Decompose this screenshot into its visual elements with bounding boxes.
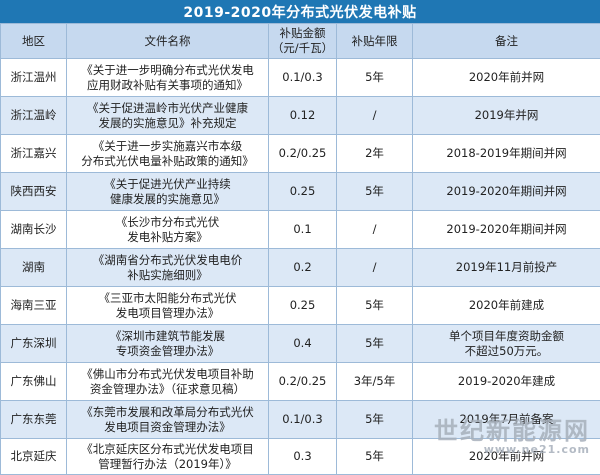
subsidy-table: 地区 文件名称 补贴金额 （元/千瓦） 补贴年限 备注 浙江温州《关于进一步明确…: [0, 23, 600, 475]
cell-amount: 0.2/0.25: [269, 363, 337, 401]
cell-years: 5年: [337, 401, 413, 439]
cell-note: 2019年7月前备案: [413, 401, 600, 439]
cell-file: 《关于促进光伏产业持续 健康发展的实施意见》: [67, 173, 269, 211]
header-amount: 补贴金额 （元/千瓦）: [269, 24, 337, 59]
cell-region: 广东深圳: [1, 325, 67, 363]
cell-amount: 0.1/0.3: [269, 59, 337, 97]
cell-amount: 0.3: [269, 439, 337, 475]
cell-amount: 0.2/0.25: [269, 135, 337, 173]
cell-years: 5年: [337, 325, 413, 363]
cell-note: 单个项目年度资助金额 不超过50万元。: [413, 325, 600, 363]
cell-file: 《关于进一步实施嘉兴市本级 分布式光伏电量补贴政策的通知》: [67, 135, 269, 173]
cell-years: 2年: [337, 135, 413, 173]
cell-file: 《三亚市太阳能分布式光伏 发电项目管理办法》: [67, 287, 269, 325]
cell-years: /: [337, 97, 413, 135]
header-years: 补贴年限: [337, 24, 413, 59]
cell-file: 《关于促进温岭市光伏产业健康 发展的实施意见》补充规定: [67, 97, 269, 135]
cell-file: 《湖南省分布式光伏发电电价 补贴实施细则》: [67, 249, 269, 287]
cell-file: 《东莞市发展和改革局分布式光伏 发电项目资金管理办法》: [67, 401, 269, 439]
cell-region: 广东佛山: [1, 363, 67, 401]
cell-years: 5年: [337, 173, 413, 211]
cell-file: 《佛山市分布式光伏发电项目补助 资金管理办法》（征求意见稿）: [67, 363, 269, 401]
cell-note: 2019-2020年期间并网: [413, 173, 600, 211]
cell-amount: 0.25: [269, 287, 337, 325]
cell-region: 北京延庆: [1, 439, 67, 475]
cell-note: 2018-2019年期间并网: [413, 135, 600, 173]
header-file: 文件名称: [67, 24, 269, 59]
cell-years: 3年/5年: [337, 363, 413, 401]
cell-note: 2020年前并网: [413, 439, 600, 475]
cell-note: 2020年前建成: [413, 287, 600, 325]
cell-region: 浙江温岭: [1, 97, 67, 135]
cell-note: 2019年11月前投产: [413, 249, 600, 287]
header-note: 备注: [413, 24, 600, 59]
cell-amount: 0.4: [269, 325, 337, 363]
cell-amount: 0.1: [269, 211, 337, 249]
cell-years: 5年: [337, 439, 413, 475]
cell-region: 浙江温州: [1, 59, 67, 97]
cell-amount: 0.1/0.3: [269, 401, 337, 439]
table-row: 湖南长沙《长沙市分布式光伏 发电补贴方案》0.1/2019-2020年期间并网: [1, 211, 600, 249]
cell-note: 2019-2020年建成: [413, 363, 600, 401]
table-title: 2019-2020年分布式光伏发电补贴: [0, 0, 600, 23]
table-row: 浙江嘉兴《关于进一步实施嘉兴市本级 分布式光伏电量补贴政策的通知》0.2/0.2…: [1, 135, 600, 173]
cell-amount: 0.12: [269, 97, 337, 135]
cell-region: 陕西西安: [1, 173, 67, 211]
cell-file: 《长沙市分布式光伏 发电补贴方案》: [67, 211, 269, 249]
cell-region: 广东东莞: [1, 401, 67, 439]
cell-file: 《关于进一步明确分布式光伏发电 应用财政补贴有关事项的通知》: [67, 59, 269, 97]
cell-file: 《北京延庆区分布式光伏发电项目 管理暂行办法（2019年）》: [67, 439, 269, 475]
cell-region: 湖南长沙: [1, 211, 67, 249]
header-region: 地区: [1, 24, 67, 59]
cell-amount: 0.2: [269, 249, 337, 287]
cell-file: 《深圳市建筑节能发展 专项资金管理办法》: [67, 325, 269, 363]
cell-amount: 0.25: [269, 173, 337, 211]
header-row: 地区 文件名称 补贴金额 （元/千瓦） 补贴年限 备注: [1, 24, 600, 59]
cell-years: 5年: [337, 287, 413, 325]
cell-years: 5年: [337, 59, 413, 97]
cell-region: 海南三亚: [1, 287, 67, 325]
cell-region: 湖南: [1, 249, 67, 287]
cell-note: 2019-2020年期间并网: [413, 211, 600, 249]
table-row: 湖南《湖南省分布式光伏发电电价 补贴实施细则》0.2/2019年11月前投产: [1, 249, 600, 287]
cell-years: /: [337, 249, 413, 287]
cell-years: /: [337, 211, 413, 249]
table-row: 广东佛山《佛山市分布式光伏发电项目补助 资金管理办法》（征求意见稿）0.2/0.…: [1, 363, 600, 401]
cell-note: 2019年并网: [413, 97, 600, 135]
cell-region: 浙江嘉兴: [1, 135, 67, 173]
cell-note: 2020年前并网: [413, 59, 600, 97]
table-body: 浙江温州《关于进一步明确分布式光伏发电 应用财政补贴有关事项的通知》0.1/0.…: [1, 59, 600, 475]
table-row: 浙江温州《关于进一步明确分布式光伏发电 应用财政补贴有关事项的通知》0.1/0.…: [1, 59, 600, 97]
